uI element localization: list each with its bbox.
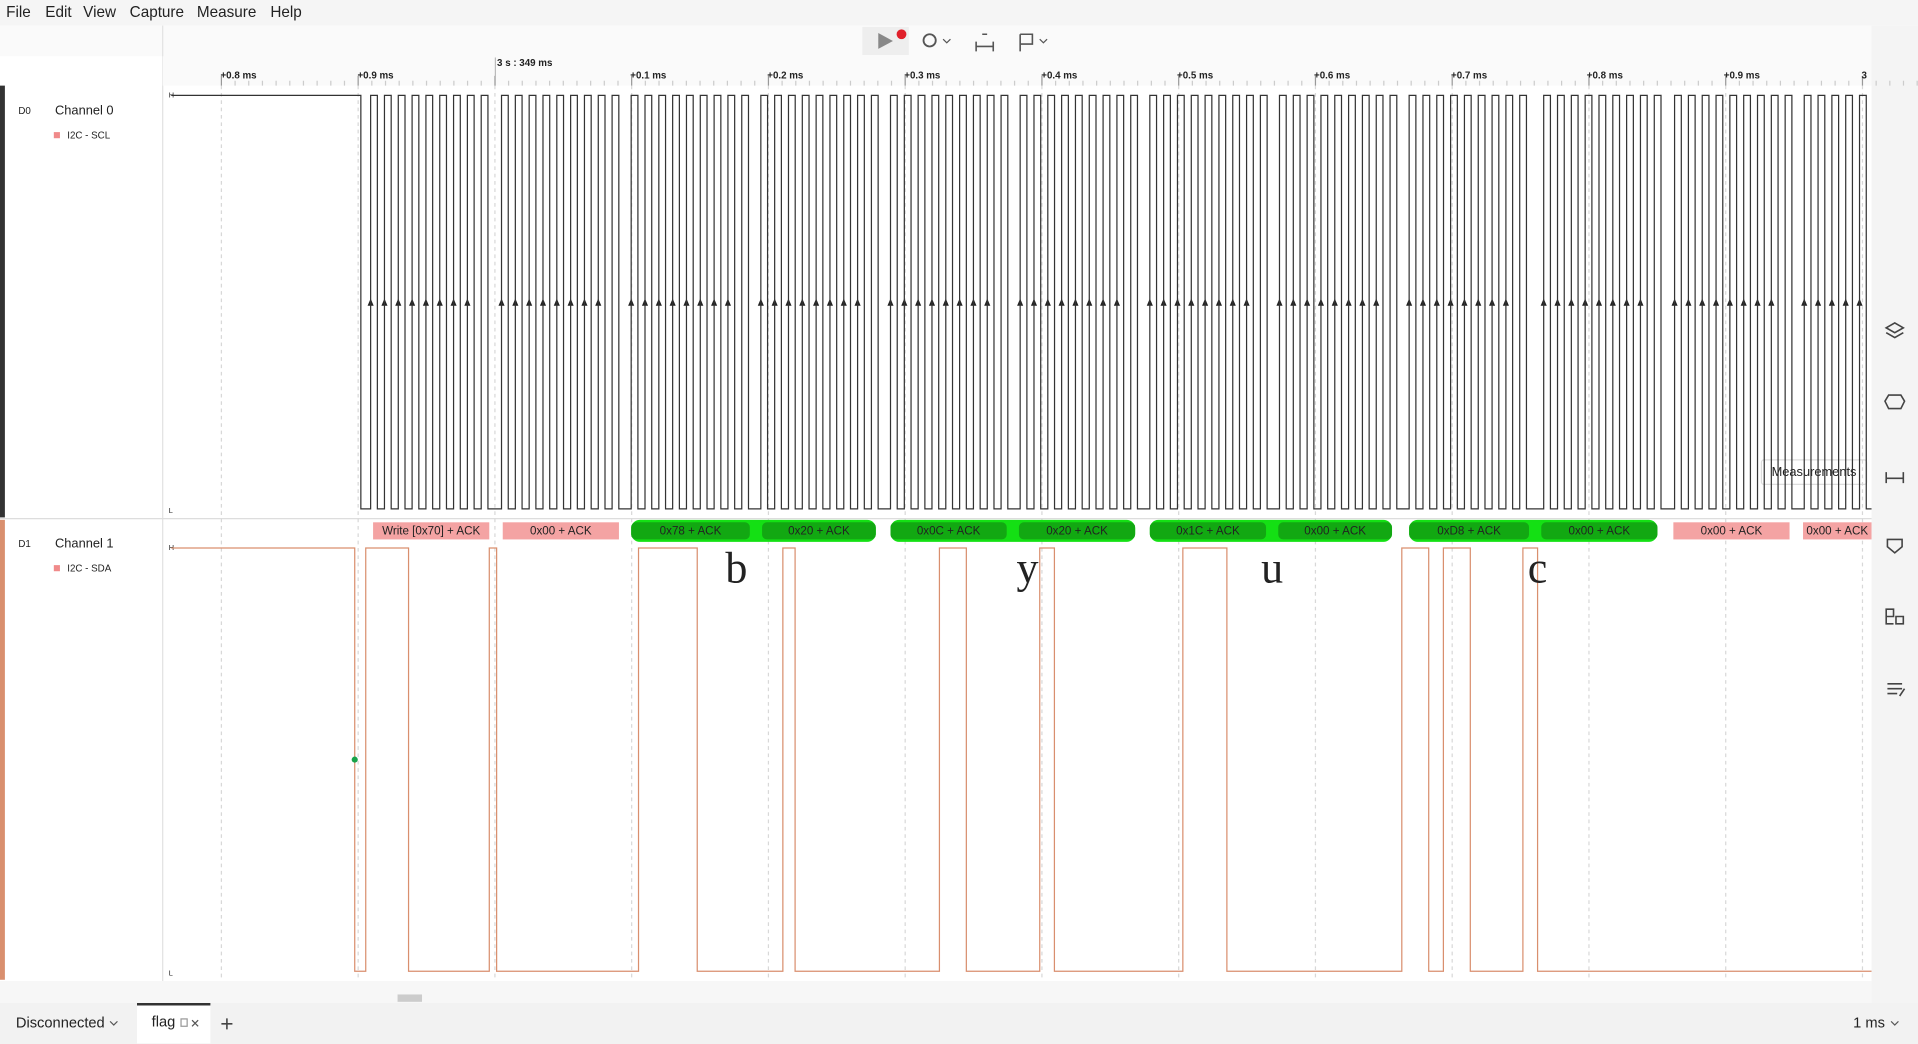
timing-marker-icon[interactable] [1886,538,1903,554]
tab-close[interactable] [191,1019,199,1027]
decoded-label: 0x20 + ACK [1046,525,1108,538]
status-bar [0,1003,1918,1044]
scroll-thumb[interactable] [397,994,423,1002]
dropdown-icon[interactable] [1890,1020,1899,1026]
channel-id: D1 [18,539,30,550]
channel-color-bar [0,85,5,518]
notes-icon[interactable] [1887,682,1906,697]
decoded-label: 0x20 + ACK [788,525,850,538]
tooltip: Measurements [1772,464,1857,479]
time-label: +0.2 ms [767,70,804,81]
menu-item[interactable]: Capture [130,4,184,21]
capture-info-icon[interactable] [1885,608,1905,625]
time-label: +0.9 ms [1724,70,1761,81]
analyzer-name: I2C - SCL [67,130,110,141]
channel-name[interactable]: Channel 0 [55,103,114,118]
timeline-header [162,56,1872,86]
decoded-frame[interactable] [890,522,1007,540]
time-label: +0.8 ms [1587,70,1624,81]
analyzers-icon[interactable] [1884,322,1905,339]
sda-waveform [171,547,1872,972]
measurements-icon[interactable] [1885,472,1905,484]
decoded-frame[interactable] [1409,522,1530,540]
time-label: +0.9 ms [357,70,394,81]
menu-item[interactable]: Measure [197,4,256,21]
annotation: y [1016,544,1038,593]
measure-icon[interactable] [975,33,995,52]
decoded-label: 0x00 + ACK [1806,525,1868,538]
time-label: +0.3 ms [904,70,941,81]
annotation: b [725,544,747,593]
toolbar [0,25,1918,57]
scl-waveform [171,94,1872,510]
marker-icon[interactable] [1019,33,1034,52]
level-marker: L [169,506,173,515]
level-marker: L [169,969,173,978]
analyzer-name: I2C - SDA [67,563,111,574]
time-label: +0.5 ms [1177,70,1214,81]
time-label: +0.6 ms [1314,70,1351,81]
lock-icon [180,1018,188,1027]
run-button[interactable] [878,33,893,49]
menu-item[interactable]: File [6,4,31,21]
dropdown-icon[interactable] [942,38,951,44]
menu-item[interactable]: Help [270,4,301,21]
time-label: +0.8 ms [220,70,257,81]
decoded-frame[interactable] [1541,522,1658,540]
decoded-label: 0x00 + ACK [1304,525,1366,538]
decoded-label: 0xD8 + ACK [1437,525,1501,538]
channel-name[interactable]: Channel 1 [55,536,114,551]
decoded-frame[interactable] [1673,522,1790,540]
decoded-frame[interactable] [762,522,876,540]
decoded-label: 0x00 + ACK [1701,525,1763,538]
decoded-label: Write [0x70] + ACK [382,525,480,538]
menu-bar [0,0,1918,26]
tab-label[interactable]: flag [152,1014,176,1030]
decoded-label: 0x1C + ACK [1176,525,1240,538]
decoded-frame[interactable] [1018,522,1136,540]
annotation: c [1528,544,1548,593]
annotation: u [1261,544,1283,593]
decoded-label: 0x00 + ACK [530,525,592,538]
decoded-frame[interactable] [1149,522,1267,540]
menu-item[interactable]: Edit [45,4,72,21]
channel-id: D0 [18,106,31,117]
time-label: +0.4 ms [1041,70,1078,81]
channel-color-bar [0,519,5,980]
tab[interactable] [137,1004,211,1044]
new-tab[interactable] [221,1018,233,1030]
decoded-frame[interactable] [1278,522,1393,540]
time-label: 3 [1861,70,1867,81]
decoded-label: 0x00 + ACK [1569,525,1631,538]
time-label: +0.1 ms [630,70,667,81]
decoded-label: 0x0C + ACK [917,525,981,538]
trigger-icon[interactable] [922,33,937,48]
decoded-frame[interactable] [373,522,490,540]
time-label: +0.7 ms [1451,70,1488,81]
menu-item[interactable]: View [83,4,117,21]
connection-status[interactable]: Disconnected [16,1016,105,1032]
dropdown-icon[interactable] [109,1020,118,1026]
decoded-label: 0x78 + ACK [660,525,722,538]
dropdown-icon[interactable] [1039,38,1048,44]
record-indicator [896,29,907,40]
decoded-frame[interactable] [502,522,619,540]
cursor-time: 3 s : 349 ms [497,58,553,69]
decoded-frame[interactable] [631,522,750,540]
analyzer-swatch [53,132,60,139]
scrollbar[interactable] [0,981,1872,1004]
decoded-frame[interactable] [1803,522,1872,540]
extensions-icon[interactable] [1884,394,1906,410]
dynamic-layer: File Edit View Capture Measure Help +0.8 ms +0.… [6,4,1918,982]
start-marker [351,756,358,763]
zoom-level[interactable]: 1 ms [1853,1016,1885,1032]
analyzer-swatch [53,565,60,572]
right-sidebar [1871,25,1918,1005]
